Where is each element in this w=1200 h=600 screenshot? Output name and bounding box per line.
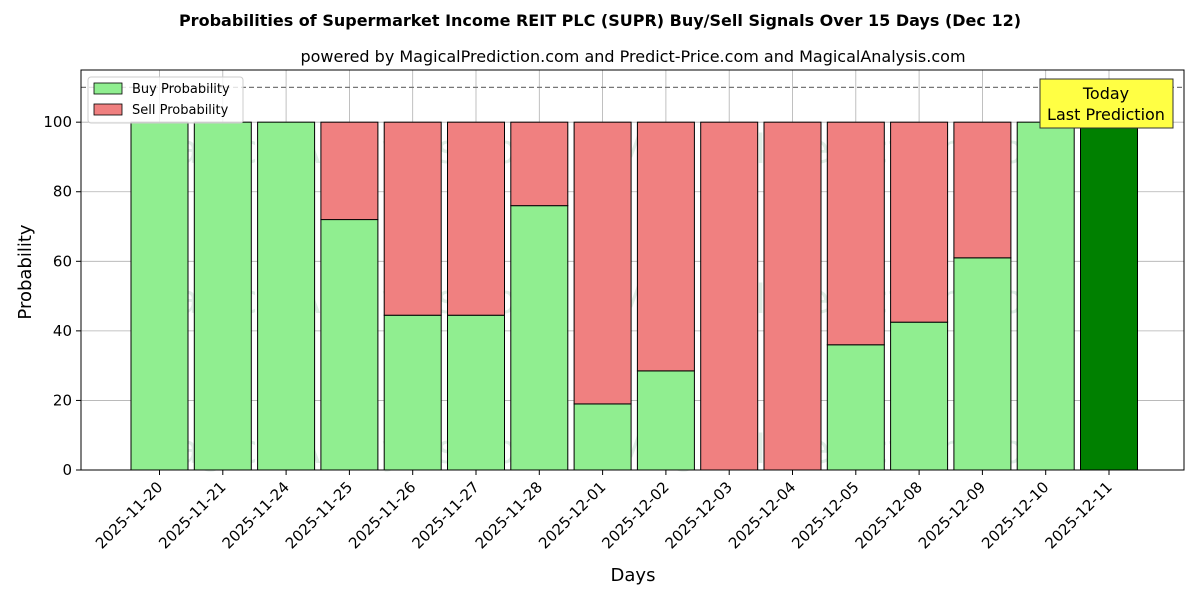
- y-tick-label: 80: [53, 183, 72, 201]
- bar-sell: [510, 121, 569, 207]
- bar-buy: [193, 121, 252, 471]
- annotation-line-2: Last Prediction: [1047, 105, 1165, 124]
- bar-buy: [890, 321, 949, 471]
- bar-sell: [953, 121, 1012, 259]
- y-tick-label: 100: [43, 113, 72, 131]
- legend-label-buy: Buy Probability: [132, 82, 230, 97]
- bar-buy: [1016, 121, 1075, 471]
- bars: [130, 121, 1138, 471]
- bar-sell: [320, 121, 379, 221]
- x-tick-label: 2025-11-28: [472, 478, 546, 552]
- x-tick-label: 2025-12-04: [725, 478, 799, 552]
- bar-sell: [447, 121, 505, 316]
- x-tick-label: 2025-12-02: [598, 478, 672, 552]
- x-tick-label: 2025-11-24: [219, 478, 293, 552]
- x-tick-label: 2025-12-08: [852, 478, 926, 552]
- x-tick-label: 2025-12-03: [662, 478, 736, 552]
- x-tick-label: 2025-11-26: [345, 478, 419, 552]
- bar-sell: [826, 121, 885, 346]
- bar-sell: [573, 121, 632, 405]
- chart-subtitle: powered by MagicalPrediction.com and Pre…: [300, 47, 965, 66]
- x-tick-label: 2025-12-05: [788, 478, 862, 552]
- bar-buy-today: [1080, 121, 1138, 471]
- bar-buy: [257, 121, 316, 471]
- today-annotation: Today Last Prediction: [1039, 78, 1174, 129]
- x-tick-label: 2025-12-10: [978, 478, 1052, 552]
- bar-buy: [573, 403, 632, 471]
- bar-sell: [700, 121, 759, 471]
- annotation-box: [1039, 78, 1174, 129]
- y-tick-label: 60: [53, 252, 72, 270]
- chart-title: Probabilities of Supermarket Income REIT…: [179, 11, 1021, 30]
- bar-buy: [636, 370, 695, 471]
- x-axis-label: Days: [611, 565, 656, 586]
- legend-frame: [87, 76, 244, 124]
- bar-sell: [383, 121, 442, 316]
- legend-swatch-sell: [93, 103, 123, 116]
- bar-buy: [447, 314, 505, 471]
- annotation-line-1: Today: [1082, 84, 1129, 103]
- x-tick-label: 2025-11-20: [92, 478, 166, 552]
- legend: Buy Probability Sell Probability: [87, 76, 244, 124]
- x-axis: 2025-11-202025-11-212025-11-242025-11-25…: [92, 470, 1116, 552]
- bar-buy: [130, 121, 189, 471]
- y-tick-label: 0: [62, 461, 72, 479]
- x-tick-label: 2025-11-25: [282, 478, 356, 552]
- bar-sell: [636, 121, 695, 372]
- x-tick-label: 2025-11-27: [408, 478, 482, 552]
- x-tick-label: 2025-11-21: [155, 478, 229, 552]
- x-tick-label: 2025-12-09: [915, 478, 989, 552]
- bar-sell: [890, 121, 949, 323]
- y-tick-label: 20: [53, 391, 72, 409]
- bar-buy: [953, 257, 1012, 471]
- bar-buy: [320, 219, 379, 471]
- x-tick-label: 2025-12-01: [535, 478, 609, 552]
- y-tick-label: 40: [53, 322, 72, 340]
- y-axis-label: Probability: [15, 224, 36, 319]
- y-axis: 0 20 40 60 80 100: [43, 113, 81, 479]
- plot-frame: [80, 69, 1185, 471]
- bar-buy: [383, 314, 442, 471]
- bar-buy: [510, 205, 569, 471]
- legend-label-sell: Sell Probability: [132, 103, 229, 118]
- x-tick-label: 2025-12-11: [1041, 478, 1115, 552]
- legend-swatch-buy: [93, 82, 123, 95]
- bar-buy: [826, 344, 885, 471]
- bar-sell: [763, 121, 822, 471]
